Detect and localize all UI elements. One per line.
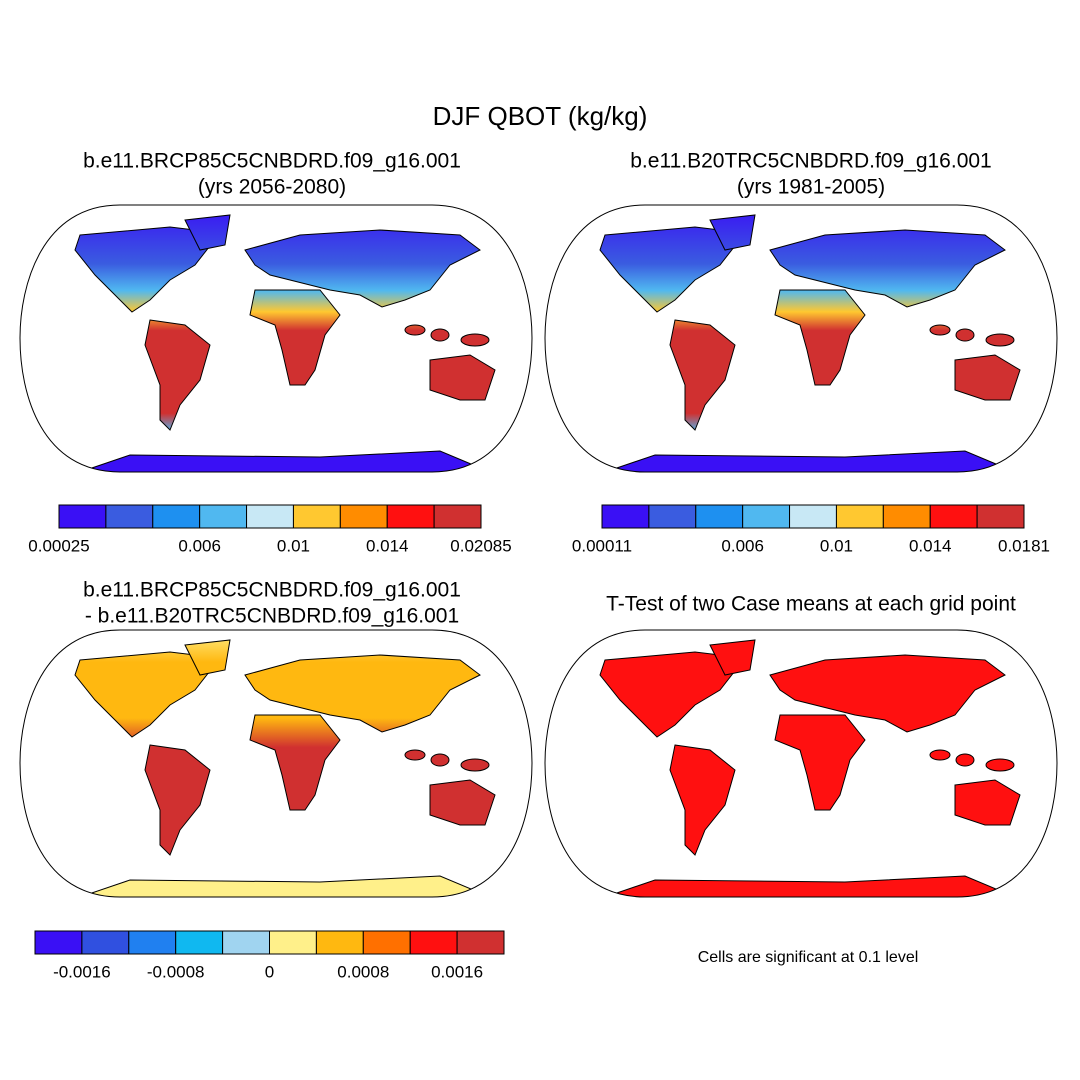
map — [544, 204, 1058, 473]
map — [19, 204, 533, 473]
colorbar-box — [81, 930, 130, 955]
colorbar-box — [976, 504, 1025, 529]
panel-title: b.e11.B20TRC5CNBDRD.f09_g16.001 — [630, 150, 991, 173]
colorbar-label: 0.0016 — [431, 962, 483, 981]
colorbar-box — [339, 504, 388, 529]
colorbar-label: 0.01 — [820, 536, 853, 555]
panel-title: (yrs 2056-2080) — [198, 176, 346, 199]
colorbar-box — [292, 504, 341, 529]
colorbar-box — [269, 930, 317, 955]
colorbar-box — [362, 930, 411, 955]
colorbar-box — [34, 930, 83, 955]
colorbar-box — [742, 504, 791, 529]
colorbar-box — [835, 504, 884, 529]
colorbar-label: 0.014 — [909, 536, 952, 555]
colorbar-box — [433, 504, 482, 529]
map — [19, 629, 533, 898]
colorbar-box — [199, 504, 248, 529]
colorbar-box — [222, 930, 271, 955]
colorbar-box — [152, 504, 201, 529]
colorbar-label: 0.01 — [277, 536, 310, 555]
panel-title: (yrs 1981-2005) — [737, 176, 885, 199]
panel-title: T-Test of two Case means at each grid po… — [606, 593, 1016, 616]
panel-title: b.e11.BRCP85C5CNBDRD.f09_g16.001 — [83, 150, 461, 173]
colorbar-label: 0.006 — [721, 536, 764, 555]
colorbar-box — [695, 504, 744, 529]
map — [544, 629, 1058, 898]
colorbar-label: 0 — [265, 962, 274, 981]
colorbar-box — [456, 930, 505, 955]
colorbar-box — [175, 930, 224, 955]
figure-title: DJF QBOT (kg/kg) — [433, 101, 648, 131]
colorbar-box — [58, 504, 107, 529]
panel-title: b.e11.BRCP85C5CNBDRD.f09_g16.001 — [83, 579, 461, 602]
colorbar-box — [648, 504, 697, 529]
colorbar-box — [929, 504, 978, 529]
colorbar-box — [409, 930, 458, 955]
colorbar-box — [128, 930, 177, 955]
colorbar-label: 0.014 — [366, 536, 409, 555]
colorbar-label: 0.02085 — [450, 536, 511, 555]
colorbar-label: 0.0181 — [998, 536, 1050, 555]
colorbar-label: 0.006 — [178, 536, 221, 555]
panel-note: Cells are significant at 0.1 level — [698, 949, 919, 966]
panel-title: - b.e11.B20TRC5CNBDRD.f09_g16.001 — [85, 605, 459, 628]
colorbar-label: -0.0008 — [147, 962, 205, 981]
colorbar-box — [246, 504, 294, 529]
colorbar-box — [386, 504, 435, 529]
colorbar-label: 0.00011 — [572, 536, 632, 555]
colorbar-box — [601, 504, 650, 529]
colorbar-box — [789, 504, 837, 529]
colorbar-box — [105, 504, 154, 529]
colorbar-label: -0.0016 — [53, 962, 111, 981]
colorbar-box — [882, 504, 931, 529]
colorbar-label: 0.00025 — [28, 536, 89, 555]
colorbar-box — [315, 930, 364, 955]
colorbar-label: 0.0008 — [337, 962, 389, 981]
